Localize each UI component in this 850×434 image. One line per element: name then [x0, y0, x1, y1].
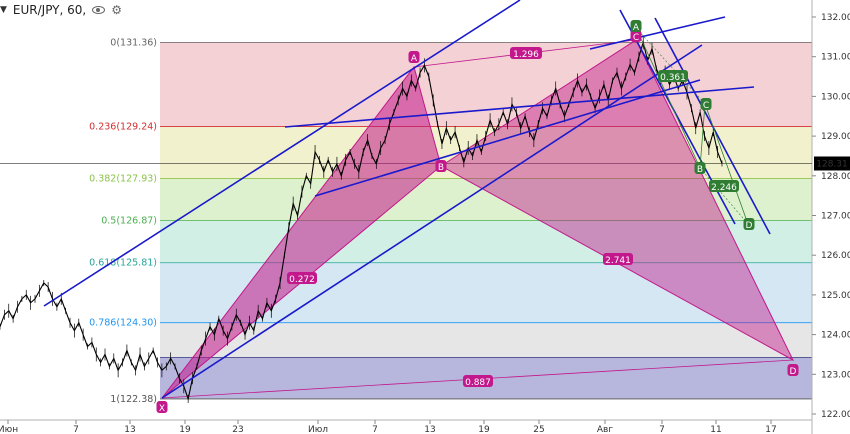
ratio-xad-badge[interactable]: [463, 375, 493, 387]
x-tick-label: Июн: [0, 425, 18, 434]
x-tick-label: 13: [424, 425, 435, 434]
abcd-point-b-label: B: [697, 165, 703, 175]
current-price-badge: [814, 156, 850, 171]
x-tick-label: 7: [372, 425, 378, 434]
trendline[interactable]: [314, 79, 701, 197]
ratio-abcd-2-badge[interactable]: [709, 180, 739, 192]
ratio-bcd-badge[interactable]: [603, 253, 633, 265]
x-tick-label: 25: [533, 425, 544, 434]
trendline[interactable]: [284, 86, 755, 128]
chevron-down-icon[interactable]: ▼: [0, 5, 7, 15]
abcd-point-d-badge[interactable]: [743, 218, 755, 230]
abcd-ac-line: [635, 27, 706, 105]
y-tick-label: 125.00: [821, 291, 850, 301]
current-price-label: 128.31: [816, 159, 848, 169]
trendline[interactable]: [43, 0, 521, 307]
x-tick-label: 7: [73, 425, 79, 434]
ratio-xad-label: 0.887: [465, 378, 491, 388]
abcd-point-a-badge[interactable]: [630, 20, 642, 32]
x-tick-label: 17: [765, 425, 776, 434]
y-tick-label: 128.00: [821, 172, 850, 182]
ratio-xab-badge[interactable]: [287, 272, 317, 284]
y-tick-label: 126.00: [821, 251, 850, 261]
x-tick-label: 13: [124, 425, 135, 434]
abcd-point-c-badge[interactable]: [700, 98, 712, 110]
fib-level-label: 0.382(127.93): [89, 174, 157, 185]
fib-level-label: 1(122.38): [110, 394, 157, 405]
symbol-label: EUR/JPY, 60,: [12, 3, 87, 17]
fib-level-label: 0.236(129.24): [89, 122, 157, 133]
fib-band: [160, 42, 812, 127]
abcd-point-b-badge[interactable]: [694, 162, 706, 174]
abcd-point-d-label: D: [746, 221, 753, 231]
y-tick-label: 124.00: [821, 331, 850, 341]
y-tick-label: 123.00: [821, 370, 850, 380]
ratio-abcd-1-badge[interactable]: [658, 70, 688, 82]
point-c-label: C: [633, 33, 639, 43]
ratio-abc-label: 1.296: [513, 50, 539, 60]
y-tick-label: 122.00: [821, 410, 850, 420]
x-tick-label: 19: [179, 425, 191, 434]
point-a-badge[interactable]: [408, 51, 420, 63]
x-tick-label: 19: [478, 425, 490, 434]
point-c-badge[interactable]: [630, 30, 642, 42]
symbol-header[interactable]: ▼ EUR/JPY, 60, ⚙: [0, 3, 122, 17]
ratio-abcd-1-label: 0.361: [660, 73, 686, 83]
y-tick-label: 131.00: [821, 53, 850, 63]
fib-level-label: 0.618(125.81): [89, 258, 157, 269]
x-tick-label: 23: [232, 425, 243, 434]
point-x-badge[interactable]: [156, 401, 168, 413]
fib-level-label: 0(131.36): [110, 37, 157, 48]
point-d-badge[interactable]: [787, 364, 799, 376]
abcd-point-a-label: A: [633, 23, 640, 33]
y-tick-label: 129.00: [821, 132, 850, 142]
point-x-label: X: [159, 404, 165, 414]
ratio-xab-label: 0.272: [289, 275, 315, 285]
point-b-label: B: [438, 163, 444, 173]
price-series-line: [0, 40, 723, 401]
point-a-label: A: [411, 54, 418, 64]
ratio-bcd-label: 2.741: [605, 256, 631, 266]
y-tick-label: 127.00: [821, 212, 850, 222]
eye-icon[interactable]: [92, 6, 106, 14]
fib-level-label: 0.786(124.30): [89, 318, 157, 329]
x-tick-label: 7: [659, 425, 665, 434]
y-tick-label: 130.00: [821, 92, 850, 102]
abcd-bd-line: [699, 167, 749, 225]
trendline[interactable]: [161, 44, 703, 399]
point-b-badge[interactable]: [435, 160, 447, 172]
fib-band: [160, 220, 812, 263]
ratio-abc-badge[interactable]: [510, 47, 542, 59]
fib-level-label: 0.5(126.87): [101, 216, 157, 227]
gear-icon[interactable]: ⚙: [111, 3, 122, 17]
x-tick-label: 11: [710, 425, 721, 434]
x-tick-label: Июл: [308, 425, 328, 434]
point-d-label: D: [790, 367, 797, 377]
ratio-abcd-2-label: 2.246: [711, 183, 737, 193]
abcd-point-c-label: C: [703, 101, 709, 111]
y-tick-label: 132.00: [821, 13, 850, 23]
trendline[interactable]: [589, 16, 726, 50]
x-tick-label: Авг: [597, 425, 613, 434]
